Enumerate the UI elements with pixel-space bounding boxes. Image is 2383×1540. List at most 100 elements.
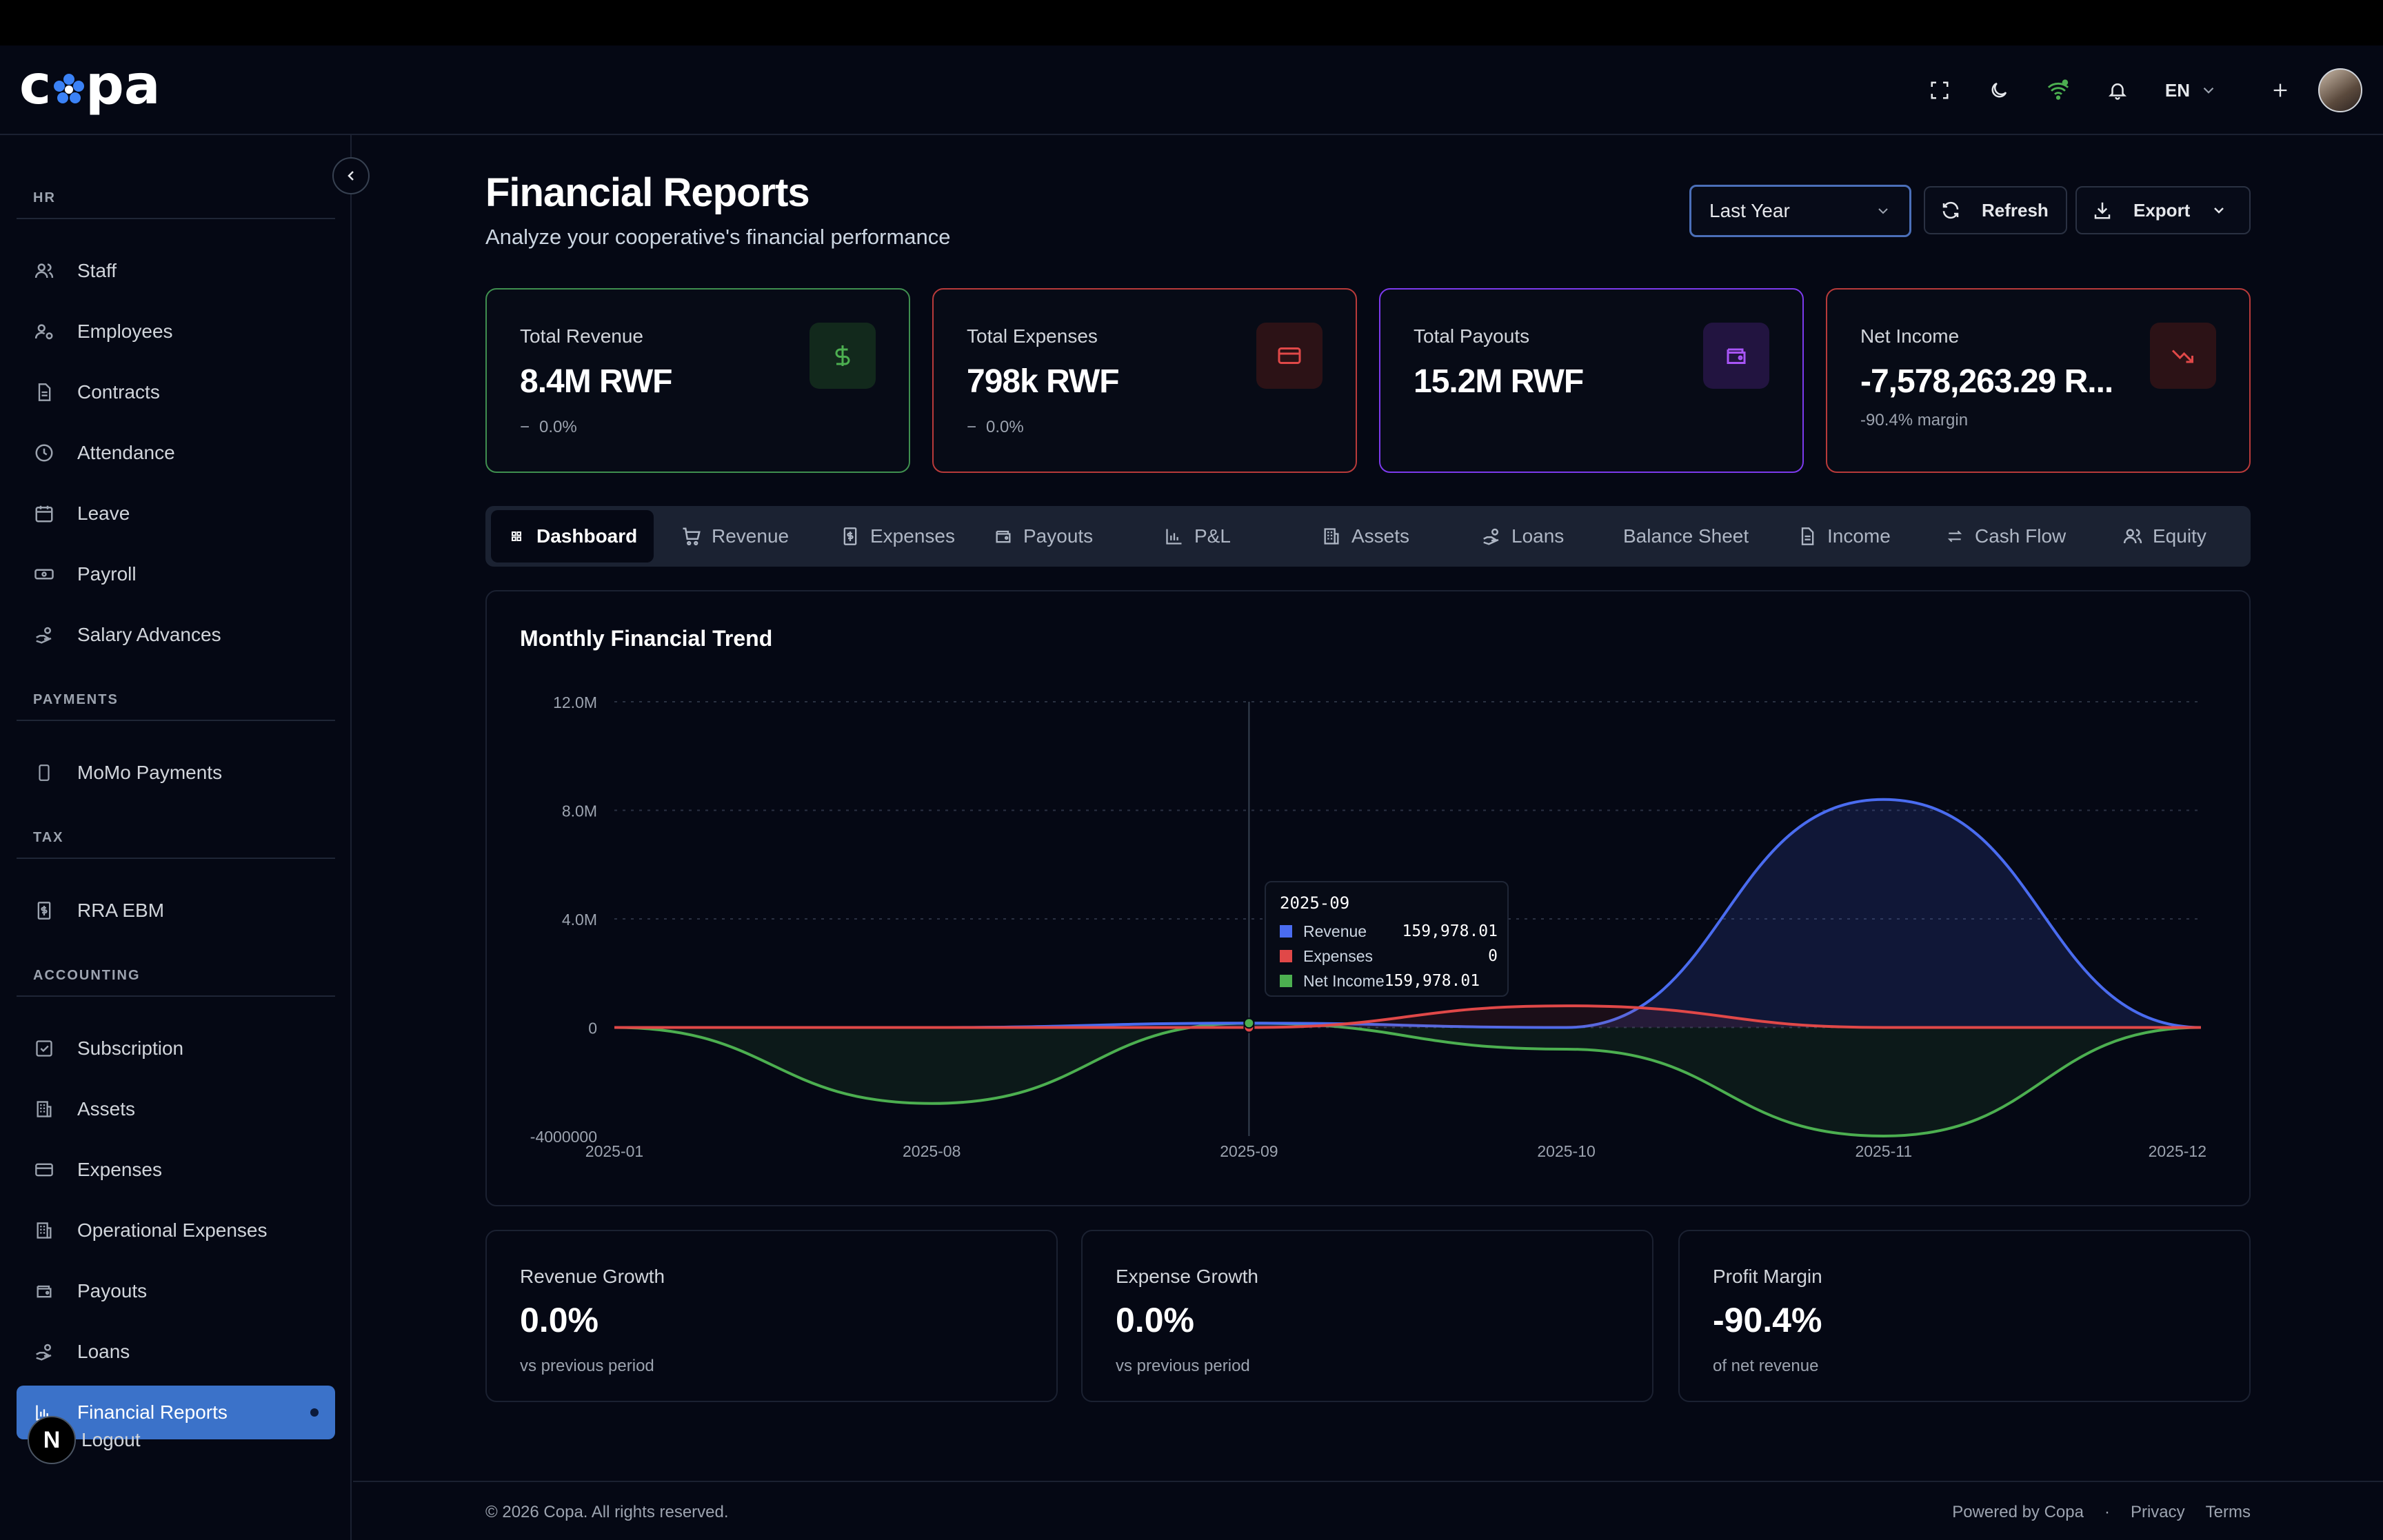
logo-letters-pa: pa xyxy=(86,61,160,116)
app: c pa xyxy=(0,45,2383,1540)
clock-icon xyxy=(32,440,57,465)
stat-card-expense-growth: Expense Growth 0.0% vs previous period xyxy=(1081,1230,1653,1402)
sidebar-item-loans[interactable]: Loans xyxy=(17,1325,335,1379)
monthly-trend-chart-card: Monthly Financial Trend 12.0M 8.0M 4.0M 0 -4… xyxy=(485,590,2251,1206)
period-select[interactable]: Last Year xyxy=(1689,185,1911,237)
kpi-change: −0.0% xyxy=(520,418,577,437)
next-badge[interactable]: N xyxy=(28,1416,76,1464)
section-title-tax: TAX xyxy=(33,830,64,845)
copa-logo[interactable]: c pa xyxy=(19,61,160,119)
tab-label: Loans xyxy=(1511,525,1565,547)
connection-status[interactable] xyxy=(2034,66,2082,114)
window-top-bar xyxy=(0,0,2383,45)
sidebar-item-contracts[interactable]: Contracts xyxy=(17,365,335,419)
stat-sub: vs previous period xyxy=(1116,1357,1250,1375)
kpi-label: Total Payouts xyxy=(1414,325,1530,347)
sidebar-item-attendance[interactable]: Attendance xyxy=(17,426,335,480)
credit-card-icon xyxy=(1278,347,1301,364)
sidebar-item-label: Loans xyxy=(77,1341,130,1362)
sidebar-item-payouts[interactable]: Payouts xyxy=(17,1264,335,1318)
refresh-icon xyxy=(1942,201,1959,219)
notifications-button[interactable] xyxy=(2093,66,2142,114)
y-tick-label: 4.0M xyxy=(562,911,597,929)
sidebar-item-leave[interactable]: Leave xyxy=(17,487,335,540)
sidebar-item-label: Financial Reports xyxy=(77,1401,228,1423)
sidebar-item-label: MoMo Payments xyxy=(77,762,223,783)
document-icon xyxy=(32,380,57,405)
tooltip-series-name: Expenses xyxy=(1303,946,1374,965)
sidebar-item-label: Operational Expenses xyxy=(77,1219,268,1241)
main-content: Financial Reports Analyze your cooperati… xyxy=(353,135,2383,1540)
kpi-change-value: 0.0% xyxy=(539,418,577,436)
tab-payouts[interactable]: Payouts xyxy=(992,510,1093,563)
tooltip-row-net-income: Net Income 159,978.01 xyxy=(1280,971,1498,991)
sidebar-item-rra-ebm[interactable]: RRA EBM xyxy=(17,884,335,938)
tab-revenue[interactable]: Revenue xyxy=(680,510,789,563)
series-line-expenses xyxy=(614,1004,2201,1029)
sidebar-item-assets[interactable]: Assets xyxy=(17,1082,335,1136)
wallet-icon xyxy=(32,1279,57,1304)
period-value: Last Year xyxy=(1709,200,1790,221)
divider xyxy=(17,720,335,721)
kpi-value: 15.2M RWF xyxy=(1414,363,1584,400)
sidebar-item-operational-expenses[interactable]: Operational Expenses xyxy=(17,1204,335,1257)
tab-label: P&L xyxy=(1194,525,1231,547)
logo-letter-c: c xyxy=(19,61,51,116)
privacy-link[interactable]: Privacy xyxy=(2130,1503,2185,1521)
page-subtitle: Analyze your cooperative's financial per… xyxy=(485,225,951,249)
logout-row[interactable]: N Logout xyxy=(28,1416,141,1464)
sidebar-item-expenses[interactable]: Expenses xyxy=(17,1143,335,1197)
building-icon xyxy=(32,1097,57,1122)
tab-pnl[interactable]: P&L xyxy=(1163,510,1231,563)
terms-link[interactable]: Terms xyxy=(2205,1503,2251,1521)
tab-dashboard[interactable]: Dashboard xyxy=(491,510,654,563)
dollar-icon xyxy=(835,345,850,366)
stat-card-profit-margin: Profit Margin -90.4% of net revenue xyxy=(1678,1230,2251,1402)
tooltip-row-expenses: Expenses 0 xyxy=(1280,946,1498,966)
logout-label[interactable]: Logout xyxy=(81,1429,141,1450)
phone-icon xyxy=(32,760,57,785)
theme-toggle-button[interactable] xyxy=(1975,66,2023,114)
tab-label: Cash Flow xyxy=(1975,525,2067,547)
sidebar: HR Staff Employees Contracts Attendance … xyxy=(0,135,370,1540)
sidebar-item-subscription[interactable]: Subscription xyxy=(17,1022,335,1075)
export-label: Export xyxy=(2133,199,2191,221)
user-avatar[interactable] xyxy=(2318,68,2362,112)
tooltip-series-name: Net Income xyxy=(1303,971,1385,990)
sidebar-item-momo-payments[interactable]: MoMo Payments xyxy=(17,746,335,800)
kpi-card-net-income: Net Income -7,578,263.29 R... -90.4% mar… xyxy=(1826,288,2251,473)
tab-expenses[interactable]: Expenses xyxy=(838,510,955,563)
refresh-label: Refresh xyxy=(1982,199,2049,221)
section-title-accounting: ACCOUNTING xyxy=(33,968,141,983)
add-button[interactable] xyxy=(2256,66,2304,114)
divider xyxy=(17,218,335,219)
sidebar-item-label: RRA EBM xyxy=(77,900,165,921)
tooltip-series-value: 0 xyxy=(1488,947,1498,965)
sidebar-item-label: Salary Advances xyxy=(77,624,221,645)
tab-cash-flow[interactable]: Cash Flow xyxy=(1943,510,2066,563)
kpi-value: -7,578,263.29 R... xyxy=(1860,363,2113,400)
tab-equity[interactable]: Equity xyxy=(2121,510,2206,563)
sidebar-item-payroll[interactable]: Payroll xyxy=(17,547,335,601)
sidebar-item-label: Staff xyxy=(77,260,117,281)
y-tick-label: 0 xyxy=(588,1020,597,1037)
refresh-button[interactable]: Refresh xyxy=(1924,186,2067,234)
legend-swatch xyxy=(1280,975,1292,987)
sidebar-item-salary-advances[interactable]: Salary Advances xyxy=(17,608,335,662)
sidebar-item-employees[interactable]: Employees xyxy=(17,305,335,358)
sidebar-item-staff[interactable]: Staff xyxy=(17,244,335,298)
fullscreen-button[interactable] xyxy=(1916,66,1964,114)
tab-balance-sheet[interactable]: Balance Sheet xyxy=(1623,510,1749,563)
credit-card-icon xyxy=(32,1157,57,1182)
user-gear-icon xyxy=(32,319,57,344)
tab-loans[interactable]: Loans xyxy=(1480,510,1564,563)
sidebar-collapse-button[interactable] xyxy=(332,157,370,194)
tab-income[interactable]: Income xyxy=(1796,510,1891,563)
minus-icon: − xyxy=(520,418,530,436)
tab-label: Revenue xyxy=(712,525,790,547)
tab-assets[interactable]: Assets xyxy=(1320,510,1409,563)
export-button[interactable]: Export xyxy=(2075,186,2251,234)
bar-chart-icon xyxy=(1163,525,1186,548)
language-selector[interactable]: EN xyxy=(2165,80,2218,101)
